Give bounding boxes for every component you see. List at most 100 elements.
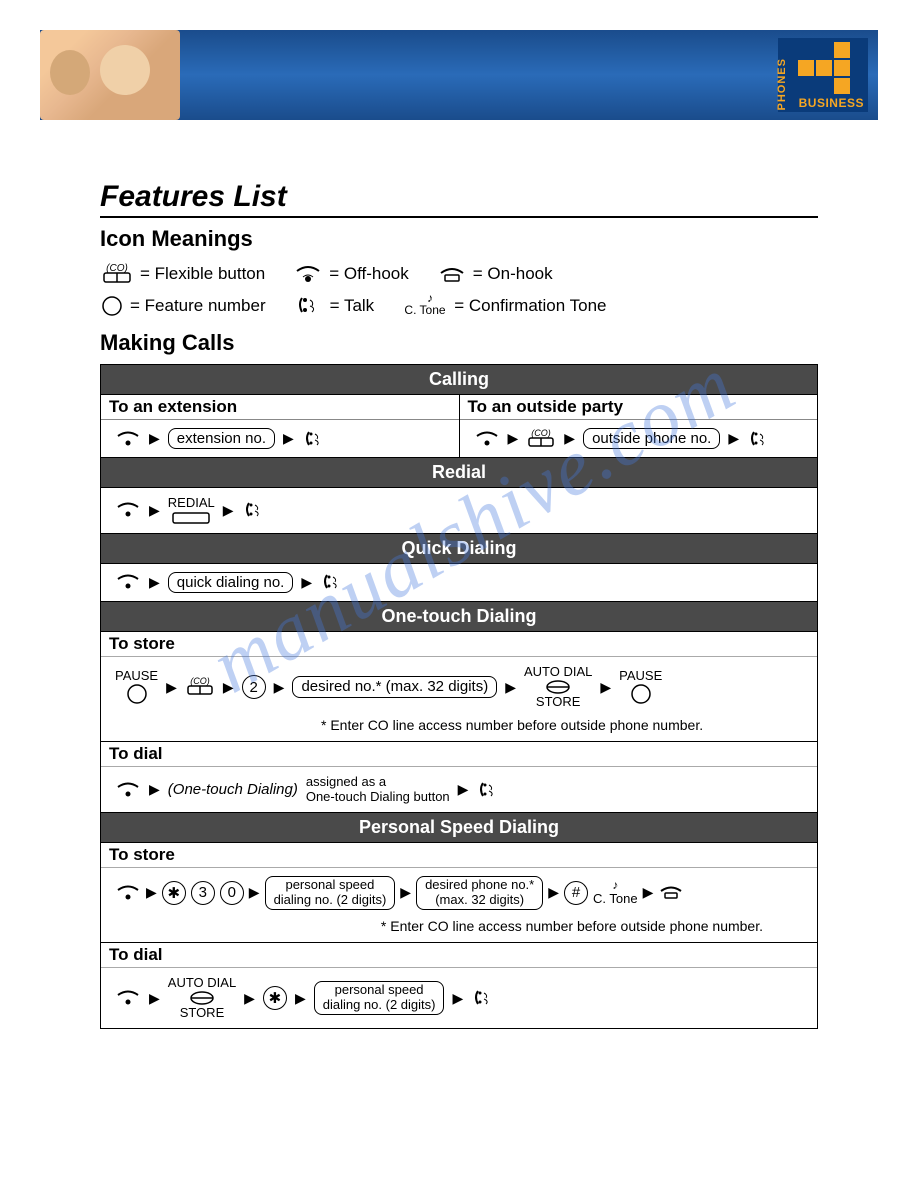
offhook-icon	[115, 780, 141, 800]
talk-icon	[294, 294, 324, 318]
logo-squares	[798, 42, 864, 94]
box-line: personal speed	[323, 983, 436, 998]
box-line: (max. 32 digits)	[425, 893, 534, 908]
banner-people-image	[40, 30, 180, 120]
co-icon: (CO)	[185, 677, 215, 697]
pause-label: PAUSE	[115, 669, 158, 683]
redial-button: REDIAL	[168, 496, 215, 524]
talk-icon	[302, 429, 326, 449]
psd-box1: personal speed dialing no. (2 digits)	[265, 876, 396, 910]
psd-dial-box: personal speed dialing no. (2 digits)	[314, 981, 445, 1015]
arrow-icon: ▶	[400, 884, 411, 901]
legend-label: = Feature number	[130, 290, 266, 322]
legend-label: = Off-hook	[329, 258, 409, 290]
arrow-icon: ▶	[283, 430, 294, 447]
section-onetouch: One-touch Dialing	[101, 601, 817, 632]
arrow-icon: ▶	[452, 990, 463, 1007]
box-line: desired phone no.*	[425, 878, 534, 893]
arrow-icon: ▶	[149, 430, 160, 447]
autodial-top: AUTO DIAL	[168, 976, 236, 990]
arrow-icon: ▶	[274, 679, 285, 696]
arrow-icon: ▶	[508, 430, 519, 447]
redial-label: REDIAL	[168, 496, 215, 510]
logo-phones-text: PHONES	[776, 58, 788, 110]
offhook-icon	[115, 572, 141, 592]
outside-no-box: outside phone no.	[583, 428, 720, 449]
calling-right-col: To an outside party ▶ (CO) ▶ outside pho…	[460, 395, 818, 457]
icon-legend: (CO) = Flexible button = Off-hook = On-h…	[100, 258, 818, 322]
top-banner: PHONES BUSINESS	[40, 30, 878, 120]
legend-label: = Talk	[330, 290, 375, 322]
digit-2: 2	[242, 675, 266, 699]
arrow-icon: ▶	[149, 781, 160, 798]
offhook-icon	[474, 429, 500, 449]
legend-label: = Flexible button	[140, 258, 265, 290]
svg-text:C. Tone: C. Tone	[405, 303, 446, 317]
legend-onhook: = On-hook	[437, 258, 553, 290]
offhook-icon	[293, 263, 323, 285]
desired-box: desired no.* (max. 32 digits)	[292, 676, 497, 697]
personal-note: * Enter CO line access number before out…	[101, 918, 777, 942]
box-line: dialing no. (2 digits)	[274, 893, 387, 908]
digit-0: 0	[220, 881, 244, 905]
arrow-icon: ▶	[149, 990, 160, 1007]
co-icon: (CO)	[100, 263, 134, 285]
ctone-label: C. Tone	[593, 892, 638, 906]
arrow-icon: ▶	[564, 430, 575, 447]
onetouch-dial-head: To dial	[101, 741, 817, 767]
arrow-icon: ▶	[643, 884, 654, 901]
col-head: To an outside party	[460, 395, 818, 420]
pause-label: PAUSE	[619, 669, 662, 683]
section-quick: Quick Dialing	[101, 533, 817, 564]
pause-feature: PAUSE	[115, 669, 158, 705]
quick-box: quick dialing no.	[168, 572, 294, 593]
arrow-icon: ▶	[728, 430, 739, 447]
arrow-icon: ▶	[223, 679, 234, 696]
pause-feature: PAUSE	[619, 669, 662, 705]
section-redial: Redial	[101, 457, 817, 488]
star-key: ✱	[263, 986, 287, 1010]
otd-text1: assigned as a	[306, 775, 386, 789]
autodial-bot: STORE	[536, 695, 581, 709]
arrow-icon: ▶	[223, 502, 234, 519]
ctone-icon: ♪C. Tone	[402, 294, 448, 318]
offhook-icon	[115, 429, 141, 449]
talk-icon	[242, 500, 266, 520]
ctone: ♪ C. Tone	[593, 879, 638, 906]
arrow-icon: ▶	[166, 679, 177, 696]
personal-dial-head: To dial	[101, 942, 817, 968]
legend-talk: = Talk	[294, 290, 375, 322]
logo-business-text: BUSINESS	[782, 96, 864, 110]
section-personal: Personal Speed Dialing	[101, 812, 817, 843]
box-line: personal speed	[274, 878, 387, 893]
box-line: dialing no. (2 digits)	[323, 998, 436, 1013]
ext-no-box: extension no.	[168, 428, 275, 449]
arrow-icon: ▶	[505, 679, 516, 696]
legend-ctone: ♪C. Tone = Confirmation Tone	[402, 290, 606, 322]
arrow-icon: ▶	[295, 990, 306, 1007]
svg-text:(CO): (CO)	[190, 677, 210, 686]
circle-icon	[100, 294, 124, 318]
talk-icon	[747, 429, 771, 449]
autodial-store: AUTO DIAL STORE	[168, 976, 236, 1021]
arrow-icon: ▶	[146, 884, 157, 901]
calling-left-col: To an extension ▶ extension no. ▶	[101, 395, 460, 457]
offhook-icon	[115, 988, 141, 1008]
legend-offhook: = Off-hook	[293, 258, 409, 290]
onhook-icon	[437, 263, 467, 285]
onetouch-store-head: To store	[101, 632, 817, 657]
talk-icon	[471, 988, 495, 1008]
svg-text:(CO): (CO)	[532, 429, 552, 438]
arrow-icon: ▶	[149, 574, 160, 591]
arrow-icon: ▶	[548, 884, 559, 901]
features-table: Calling To an extension ▶ extension no. …	[100, 364, 818, 1029]
arrow-icon: ▶	[458, 781, 469, 798]
arrow-icon: ▶	[244, 990, 255, 1007]
arrow-icon: ▶	[149, 502, 160, 519]
arrow-icon: ▶	[249, 884, 260, 901]
legend-label: = On-hook	[473, 258, 553, 290]
svg-text:(CO): (CO)	[106, 263, 128, 274]
star-key: ✱	[162, 881, 186, 905]
onhook-icon	[658, 883, 684, 903]
digit-3: 3	[191, 881, 215, 905]
